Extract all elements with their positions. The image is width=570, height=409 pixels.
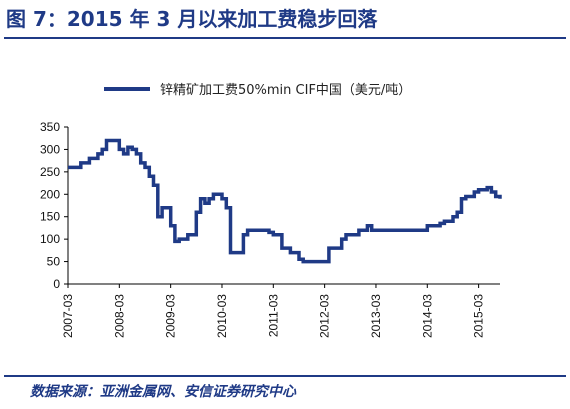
y-tick-label: 100 xyxy=(40,232,60,246)
title-divider xyxy=(4,37,566,39)
y-tick-label: 350 xyxy=(40,120,60,134)
x-tick-label: 2009-03 xyxy=(164,294,178,338)
y-tick-label: 50 xyxy=(47,255,61,269)
series-line xyxy=(68,138,502,264)
y-tick-label: 150 xyxy=(40,210,60,224)
chart-ticks: 0 50 100 150 200 250 300 350 2007-03 2008-03 2009-… xyxy=(40,120,486,338)
y-tick-label: 250 xyxy=(40,165,60,179)
x-tick-label: 2007-03 xyxy=(61,294,75,338)
legend-label: 锌精矿加工费50%min CIF中国（美元/吨） xyxy=(160,83,411,98)
chart-axes xyxy=(67,127,500,285)
y-tick-label: 300 xyxy=(40,142,60,156)
x-tick-label: 2015-03 xyxy=(472,294,486,338)
y-tick-label: 0 xyxy=(53,277,60,291)
x-tick-label: 2014-03 xyxy=(420,294,434,338)
x-tick-label: 2013-03 xyxy=(369,294,383,338)
x-tick-label: 2011-03 xyxy=(266,294,280,337)
y-tick-label: 200 xyxy=(40,187,60,201)
data-source: 数据来源：亚洲金属网、安信证券研究中心 xyxy=(30,384,296,400)
figure-title: 图 7：2015 年 3 月以来加工费稳步回落 xyxy=(6,7,378,31)
footer-divider xyxy=(4,375,566,377)
chart-legend: 锌精矿加工费50%min CIF中国（美元/吨） xyxy=(104,83,411,98)
x-tick-label: 2008-03 xyxy=(112,294,126,338)
x-tick-label: 2010-03 xyxy=(215,294,229,338)
line-chart: 锌精矿加工费50%min CIF中国（美元/吨） 0 50 100 150 200 250… xyxy=(40,83,502,338)
x-tick-label: 2012-03 xyxy=(318,294,332,338)
